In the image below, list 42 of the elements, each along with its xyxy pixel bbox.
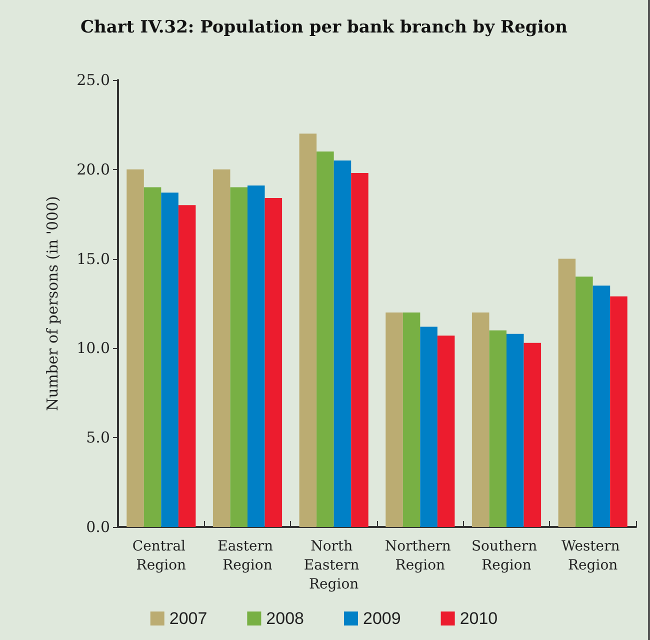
legend-label: 2007 [169, 609, 208, 628]
y-tick-label: 0.0 [86, 518, 110, 536]
x-tick-label: North Eastern Region [304, 538, 364, 592]
bar [386, 312, 403, 527]
legend-label: 2008 [266, 609, 304, 628]
bar [506, 334, 524, 527]
bar [299, 134, 317, 527]
y-tick-label: 5.0 [86, 428, 110, 447]
bar [351, 172, 368, 527]
bar [558, 258, 576, 527]
bar [316, 152, 334, 527]
bar [212, 169, 230, 527]
bar [248, 185, 265, 527]
bar [144, 187, 162, 527]
x-tick-label: Western Region [561, 538, 624, 574]
bar [437, 336, 455, 527]
y-tick-label: 15.0 [76, 250, 110, 268]
y-tick-label: 10.0 [76, 339, 110, 358]
bar [524, 342, 542, 527]
y-tick-label: 25.0 [76, 71, 110, 89]
x-tick-label: Southern Region [471, 538, 542, 574]
y-tick-label: 20.0 [76, 160, 110, 178]
legend-label: 2009 [363, 609, 401, 628]
x-tick-label: Eastern Region [218, 538, 278, 574]
chart-title: Chart IV.32: Population per bank branch by Region [80, 18, 568, 38]
bar [178, 205, 196, 527]
bar [472, 312, 490, 527]
bar [230, 187, 248, 527]
bar [489, 330, 506, 527]
bar [264, 198, 282, 527]
x-tick-label: Northern Region [384, 538, 456, 574]
bar [402, 312, 420, 527]
y-axis-title: Number of persons (in '000) [44, 196, 62, 411]
bar [334, 160, 352, 527]
bar [592, 286, 610, 527]
x-tick-label: Central Region [132, 538, 190, 574]
bar [610, 296, 628, 527]
legend-label: 2010 [460, 609, 498, 628]
bar [126, 169, 144, 527]
bar [161, 192, 178, 527]
bar [420, 326, 438, 527]
bar [576, 276, 593, 527]
